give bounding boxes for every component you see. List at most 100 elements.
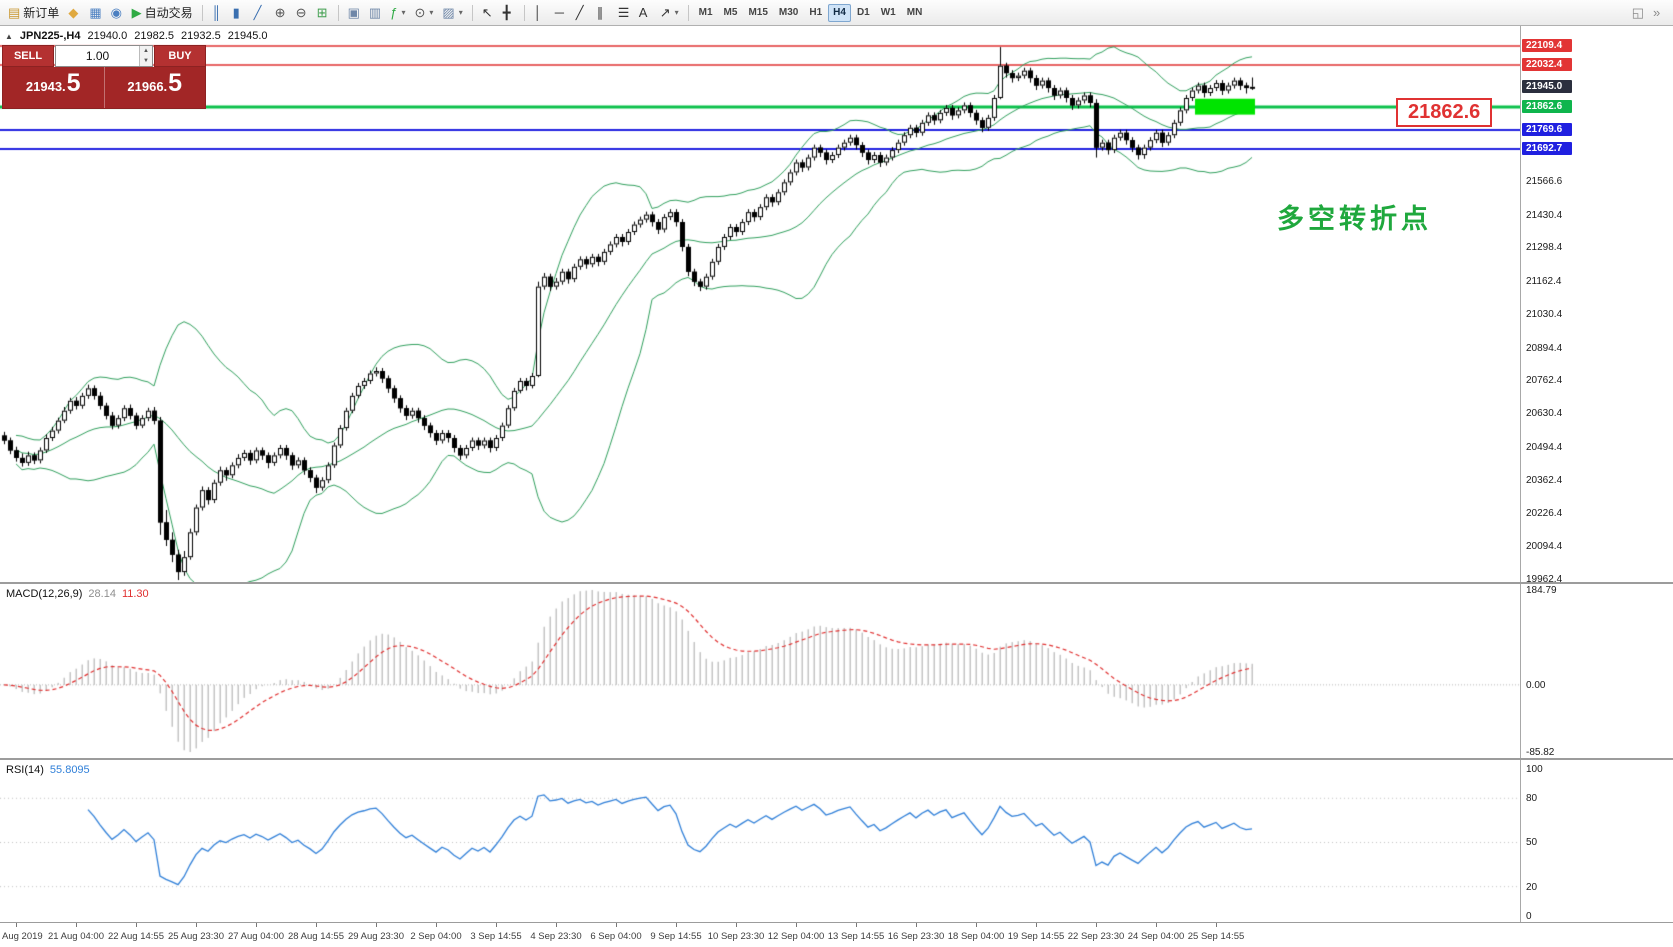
autotrading-button[interactable]: ▶ 自动交易 bbox=[128, 3, 197, 23]
chevron-down-icon: ▾ bbox=[429, 8, 434, 17]
zoom-out-button[interactable]: ⊖ bbox=[292, 3, 312, 23]
data-window-button[interactable]: ▦ bbox=[85, 3, 105, 23]
price-tick: 20362.4 bbox=[1526, 474, 1563, 486]
time-axis-label: 25 Sep 14:55 bbox=[1187, 931, 1245, 942]
crosshair-button[interactable]: ╋ bbox=[499, 3, 519, 23]
text-label-button[interactable]: A bbox=[635, 3, 655, 23]
bar-chart-button[interactable]: ║ bbox=[208, 3, 228, 23]
time-axis-label: 12 Sep 04:00 bbox=[767, 931, 825, 942]
fibonacci-button[interactable]: ☰ bbox=[614, 3, 634, 23]
time-tick bbox=[1036, 923, 1037, 927]
timeframe-h1-button[interactable]: H1 bbox=[809, 7, 823, 18]
time-axis-label: 18 Sep 04:00 bbox=[947, 931, 1005, 942]
cascade-windows-icon: ▣ bbox=[347, 5, 360, 20]
time-axis-label: 2 Sep 04:00 bbox=[410, 931, 462, 942]
one-click-collapse-button[interactable]: ▲ bbox=[5, 31, 13, 41]
cascade-windows-button[interactable]: ▣ bbox=[344, 3, 364, 23]
candlestick-chart-icon: ▮ bbox=[232, 5, 240, 20]
time-tick bbox=[616, 923, 617, 927]
templates-icon: ▨ bbox=[442, 5, 455, 20]
rsi-name: RSI(14) bbox=[6, 764, 44, 776]
price-scale[interactable]: 21566.6 21430.4 21298.4 21162.4 21030.4 20894… bbox=[1520, 26, 1673, 947]
time-tick bbox=[76, 923, 77, 927]
arrange-windows-button[interactable]: ▥ bbox=[365, 3, 385, 23]
new-order-icon: ▤ bbox=[8, 5, 21, 20]
sell-price[interactable]: 21943. 5 bbox=[3, 67, 105, 108]
timeframe-h4-button[interactable]: H4 bbox=[828, 3, 851, 22]
text-label-icon: A bbox=[638, 5, 648, 20]
price-tag: 22109.4 bbox=[1522, 39, 1572, 52]
pivot-annotation-text[interactable]: 多空转折点 bbox=[1277, 204, 1432, 234]
volume-decrease-button[interactable]: ▼ bbox=[140, 56, 152, 66]
new-order-button[interactable]: ▤ 新订单 bbox=[4, 3, 63, 23]
timeframe-m5-button[interactable]: M5 bbox=[723, 7, 738, 18]
buy-price[interactable]: 21966. 5 bbox=[105, 67, 206, 108]
equidistant-channel-button[interactable]: ∥ bbox=[593, 3, 613, 23]
time-axis-label: 27 Aug 04:00 bbox=[228, 931, 284, 942]
volume-input[interactable] bbox=[56, 46, 139, 66]
time-axis[interactable]: 19 Aug 2019 21 Aug 04:00 22 Aug 14:55 25 Au… bbox=[0, 922, 1673, 947]
price-tick: 20894.4 bbox=[1526, 342, 1563, 354]
periods-button[interactable]: ⊙ ▾ bbox=[410, 3, 437, 23]
panel-divider-macd[interactable] bbox=[0, 582, 1673, 584]
toolbar-overflow-button[interactable]: » bbox=[1649, 3, 1669, 23]
chart-close-value: 21945.0 bbox=[227, 30, 268, 42]
timeframe-m30-button[interactable]: M30 bbox=[778, 7, 799, 18]
volume-increase-button[interactable]: ▲ bbox=[140, 46, 152, 56]
chart-high-value: 21982.5 bbox=[134, 30, 174, 42]
buy-price-prefix: 21966. bbox=[127, 79, 168, 94]
autotrading-icon: ▶ bbox=[131, 5, 142, 20]
price-tick: 20226.4 bbox=[1526, 508, 1563, 520]
time-axis-label: 24 Sep 04:00 bbox=[1127, 931, 1185, 942]
buy-button[interactable]: BUY bbox=[154, 45, 206, 67]
toolbar-overflow-icon: » bbox=[1653, 5, 1661, 20]
macd-signal-value: 11.30 bbox=[121, 588, 149, 600]
trendline-icon: ╱ bbox=[575, 5, 584, 20]
timeframe-d1-button[interactable]: D1 bbox=[856, 7, 870, 18]
candlestick-chart-button[interactable]: ▮ bbox=[229, 3, 249, 23]
toolbar-separator bbox=[687, 4, 689, 21]
horizontal-line-button[interactable]: ─ bbox=[551, 3, 571, 23]
vertical-line-icon: │ bbox=[533, 5, 542, 20]
time-axis-label: 25 Aug 23:30 bbox=[168, 931, 224, 942]
time-tick bbox=[1096, 923, 1097, 927]
zoom-out-icon: ⊖ bbox=[295, 5, 307, 20]
price-callout[interactable]: 21862.6 bbox=[1396, 98, 1493, 127]
navigator-button[interactable]: ◉ bbox=[107, 3, 127, 23]
rsi-canvas[interactable] bbox=[0, 760, 1520, 922]
market-watch-button[interactable]: ◆ bbox=[64, 3, 84, 23]
price-tick: 21430.4 bbox=[1526, 209, 1563, 221]
indicators-button[interactable]: ƒ ▾ bbox=[386, 3, 409, 23]
cursor-button[interactable]: ↖ bbox=[478, 3, 498, 23]
panel-divider-rsi[interactable] bbox=[0, 758, 1673, 760]
timeframe-w1-button[interactable]: W1 bbox=[880, 7, 896, 18]
macd-scale-label: -85.82 bbox=[1526, 747, 1555, 758]
line-chart-button[interactable]: ╱ bbox=[250, 3, 270, 23]
periods-icon: ⊙ bbox=[414, 5, 426, 20]
macd-canvas[interactable] bbox=[0, 584, 1520, 758]
zoom-in-button[interactable]: ⊕ bbox=[271, 3, 291, 23]
line-chart-icon: ╱ bbox=[253, 5, 262, 20]
chart-header: ▲ JPN225-,H4 21940.0 21982.5 21932.5 219… bbox=[5, 30, 268, 42]
time-axis-label: 4 Sep 23:30 bbox=[530, 931, 582, 942]
timeframe-mn-button[interactable]: MN bbox=[906, 7, 923, 18]
time-tick bbox=[1156, 923, 1157, 927]
trendline-button[interactable]: ╱ bbox=[572, 3, 592, 23]
tile-windows-button[interactable]: ⊞ bbox=[313, 3, 333, 23]
macd-label: MACD(12,26,9) 28.14 11.30 bbox=[6, 588, 149, 600]
chevron-down-icon: ▾ bbox=[458, 8, 463, 17]
crosshair-icon: ╋ bbox=[502, 5, 511, 20]
arrows-button[interactable]: ↗ ▾ bbox=[656, 3, 683, 23]
sell-button[interactable]: SELL bbox=[2, 45, 54, 67]
vertical-line-button[interactable]: │ bbox=[530, 3, 550, 23]
timeframe-m1-button[interactable]: M1 bbox=[698, 7, 713, 18]
equidistant-channel-icon: ∥ bbox=[596, 5, 604, 20]
buy-price-big-digit: 5 bbox=[168, 69, 183, 97]
time-tick bbox=[796, 923, 797, 927]
dock-button[interactable]: ◱ bbox=[1628, 3, 1648, 23]
price-chart-canvas[interactable] bbox=[0, 26, 1520, 582]
cursor-icon: ↖ bbox=[481, 5, 493, 20]
timeframe-m15-button[interactable]: M15 bbox=[748, 7, 768, 18]
templates-button[interactable]: ▨ ▾ bbox=[438, 3, 466, 23]
price-tick: 19962.4 bbox=[1526, 573, 1563, 585]
